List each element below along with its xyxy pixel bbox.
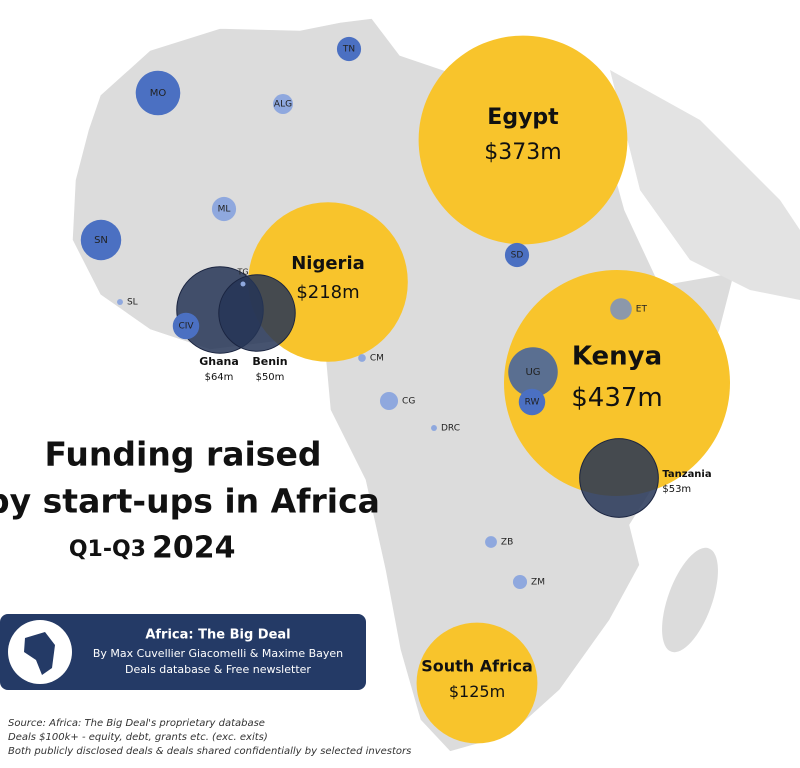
country-code: TG (236, 268, 248, 277)
bubble (211, 196, 237, 222)
country-label: Ghana (199, 355, 239, 368)
bubble (504, 270, 730, 496)
bubble (358, 354, 366, 362)
bubble (485, 536, 497, 548)
value-label: $437m (571, 383, 663, 413)
country-code: RW (525, 398, 540, 408)
bubble (336, 36, 362, 62)
bubble (117, 299, 123, 305)
bubble (416, 622, 538, 744)
title: by start-ups in Africa (0, 482, 380, 521)
year: 2024 (152, 531, 236, 566)
value-label: $125m (449, 682, 505, 701)
bubble (508, 347, 558, 397)
country-label: South Africa (421, 657, 533, 676)
value-label: $64m (205, 372, 234, 383)
bubble (172, 312, 200, 340)
banner (0, 614, 366, 690)
country-code: MO (150, 88, 167, 99)
title: Funding raised (45, 435, 322, 474)
value-label: $373m (484, 140, 561, 165)
country-code: SD (511, 251, 524, 261)
country-label: Kenya (572, 342, 662, 372)
country-code: ML (218, 205, 231, 215)
footnote: Deals $100k+ - equity, debt, grants etc.… (8, 732, 268, 743)
bubble (418, 35, 628, 245)
bubble (379, 391, 399, 411)
country-code: CM (370, 354, 384, 364)
madagascar-map (662, 547, 718, 653)
bubble (518, 388, 546, 416)
country-code: ZB (501, 538, 513, 548)
country-label: Nigeria (291, 253, 365, 274)
period: Q1-Q3 (69, 537, 146, 562)
footnote: Both publicly disclosed deals & deals sh… (8, 746, 411, 757)
footnote: Source: Africa: The Big Deal's proprieta… (8, 718, 265, 729)
bubble (579, 438, 659, 518)
country-code: ET (636, 305, 648, 315)
country-label: Benin (252, 355, 287, 368)
value-label: $218m (296, 282, 359, 303)
country-code: ALG (274, 100, 292, 110)
country-code: CIV (178, 322, 194, 332)
country-code: SN (94, 235, 108, 246)
country-code: UG (525, 367, 540, 378)
banner-tagline: Deals database & Free newsletter (125, 663, 311, 676)
value-label: $50m (256, 372, 285, 383)
bubble (504, 242, 530, 268)
country-code: TN (342, 45, 355, 55)
bubble (218, 274, 296, 352)
banner-title: Africa: The Big Deal (145, 628, 290, 643)
bubble (431, 425, 437, 431)
country-code: ZM (531, 578, 545, 588)
country-label: Egypt (487, 105, 559, 130)
country-code: DRC (441, 424, 460, 434)
country-code: SL (127, 298, 138, 308)
bubble (135, 70, 181, 116)
bubble (80, 219, 122, 261)
country-label: Tanzania (662, 469, 711, 480)
bubble (610, 298, 632, 320)
value-label: $53m (662, 484, 691, 495)
country-code: CG (402, 397, 415, 407)
arabia-map (610, 70, 800, 300)
bubble (512, 574, 528, 590)
bubble (273, 94, 293, 114)
logo-icon (24, 632, 55, 675)
banner-authors: By Max Cuvellier Giacomelli & Maxime Bay… (93, 647, 343, 660)
bubble (240, 281, 246, 287)
